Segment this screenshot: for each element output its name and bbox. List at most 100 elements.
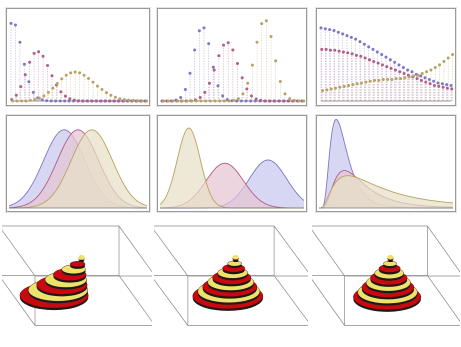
data-point — [198, 96, 202, 100]
data-point — [22, 62, 26, 66]
surface-plot-2 — [154, 225, 308, 326]
ring-top — [232, 255, 239, 260]
data-point — [218, 99, 222, 103]
data-point — [371, 47, 375, 51]
data-point — [345, 34, 349, 38]
ring-shadow — [232, 259, 239, 263]
data-point — [332, 28, 336, 32]
stem-plot-3 — [319, 26, 455, 102]
density-curve-3 — [9, 129, 148, 209]
data-point — [28, 98, 32, 102]
data-point — [283, 92, 287, 96]
data-point — [376, 61, 380, 65]
data-point — [336, 30, 340, 34]
data-point — [14, 93, 18, 97]
data-point — [389, 66, 393, 70]
density-plot-panel-1 — [6, 115, 150, 212]
data-point — [410, 70, 414, 74]
data-point — [360, 81, 364, 85]
data-point — [46, 63, 50, 67]
surface-plot-panel-1 — [2, 218, 152, 343]
data-point — [140, 99, 144, 103]
data-point — [341, 32, 345, 36]
data-point — [350, 52, 354, 56]
data-point — [375, 50, 379, 54]
data-point — [55, 82, 59, 86]
data-point — [451, 53, 455, 57]
data-point — [190, 99, 194, 103]
data-point — [166, 99, 170, 103]
data-point — [100, 88, 104, 92]
data-point — [278, 80, 282, 84]
data-point — [372, 59, 376, 63]
data-point — [41, 54, 45, 58]
data-point — [60, 77, 64, 81]
data-point — [385, 65, 389, 69]
data-point — [87, 76, 91, 80]
data-point — [145, 99, 149, 103]
data-point — [321, 89, 325, 93]
data-point — [213, 99, 217, 103]
data-point — [171, 99, 175, 103]
data-point — [407, 75, 411, 79]
data-point — [222, 43, 226, 47]
data-point — [227, 99, 231, 103]
data-point — [328, 48, 332, 52]
data-point — [109, 93, 113, 97]
series-3 — [11, 70, 149, 103]
data-point — [412, 74, 416, 78]
series-1 — [319, 26, 453, 101]
data-point — [15, 99, 19, 103]
box-edge — [312, 229, 345, 277]
data-point — [78, 71, 82, 75]
data-point — [208, 81, 212, 85]
series-3 — [162, 19, 306, 103]
data-point — [42, 94, 46, 98]
surface-plot-panel-2 — [154, 218, 308, 343]
data-point — [440, 82, 444, 86]
data-point — [419, 74, 423, 78]
data-point — [401, 65, 405, 69]
data-point — [449, 84, 453, 88]
data-point — [236, 61, 240, 65]
ring-stack — [19, 255, 89, 311]
ring — [69, 261, 86, 268]
data-point — [64, 73, 68, 77]
data-point — [329, 87, 333, 91]
data-point — [393, 60, 397, 64]
data-point — [354, 37, 358, 41]
data-point — [208, 99, 212, 103]
density-curve-3 — [318, 175, 454, 209]
density-area-3 — [319, 175, 453, 208]
data-point — [362, 42, 366, 46]
data-point — [442, 59, 446, 63]
density-plot-panel-2 — [157, 115, 307, 212]
data-point — [406, 68, 410, 72]
data-point — [292, 98, 296, 102]
data-point — [264, 19, 268, 23]
data-point — [50, 74, 54, 78]
data-point — [9, 21, 13, 25]
data-point — [368, 79, 372, 83]
data-point — [402, 71, 406, 75]
data-point — [367, 58, 371, 62]
data-point — [429, 68, 433, 72]
data-point — [33, 98, 37, 102]
density-area-3 — [160, 128, 304, 208]
data-point — [423, 76, 427, 80]
stem-plot-panel-3 — [316, 8, 456, 106]
data-point — [325, 88, 329, 92]
data-point — [232, 98, 236, 102]
box-edge — [273, 275, 308, 322]
data-point — [403, 76, 407, 80]
data-point — [349, 35, 353, 39]
data-point — [367, 45, 371, 49]
data-point — [397, 63, 401, 67]
data-point — [320, 47, 324, 51]
data-point — [127, 98, 131, 102]
data-point — [246, 81, 250, 85]
density-area-3 — [9, 129, 147, 208]
data-point — [13, 23, 17, 27]
data-point — [364, 80, 368, 84]
data-point — [179, 96, 183, 100]
